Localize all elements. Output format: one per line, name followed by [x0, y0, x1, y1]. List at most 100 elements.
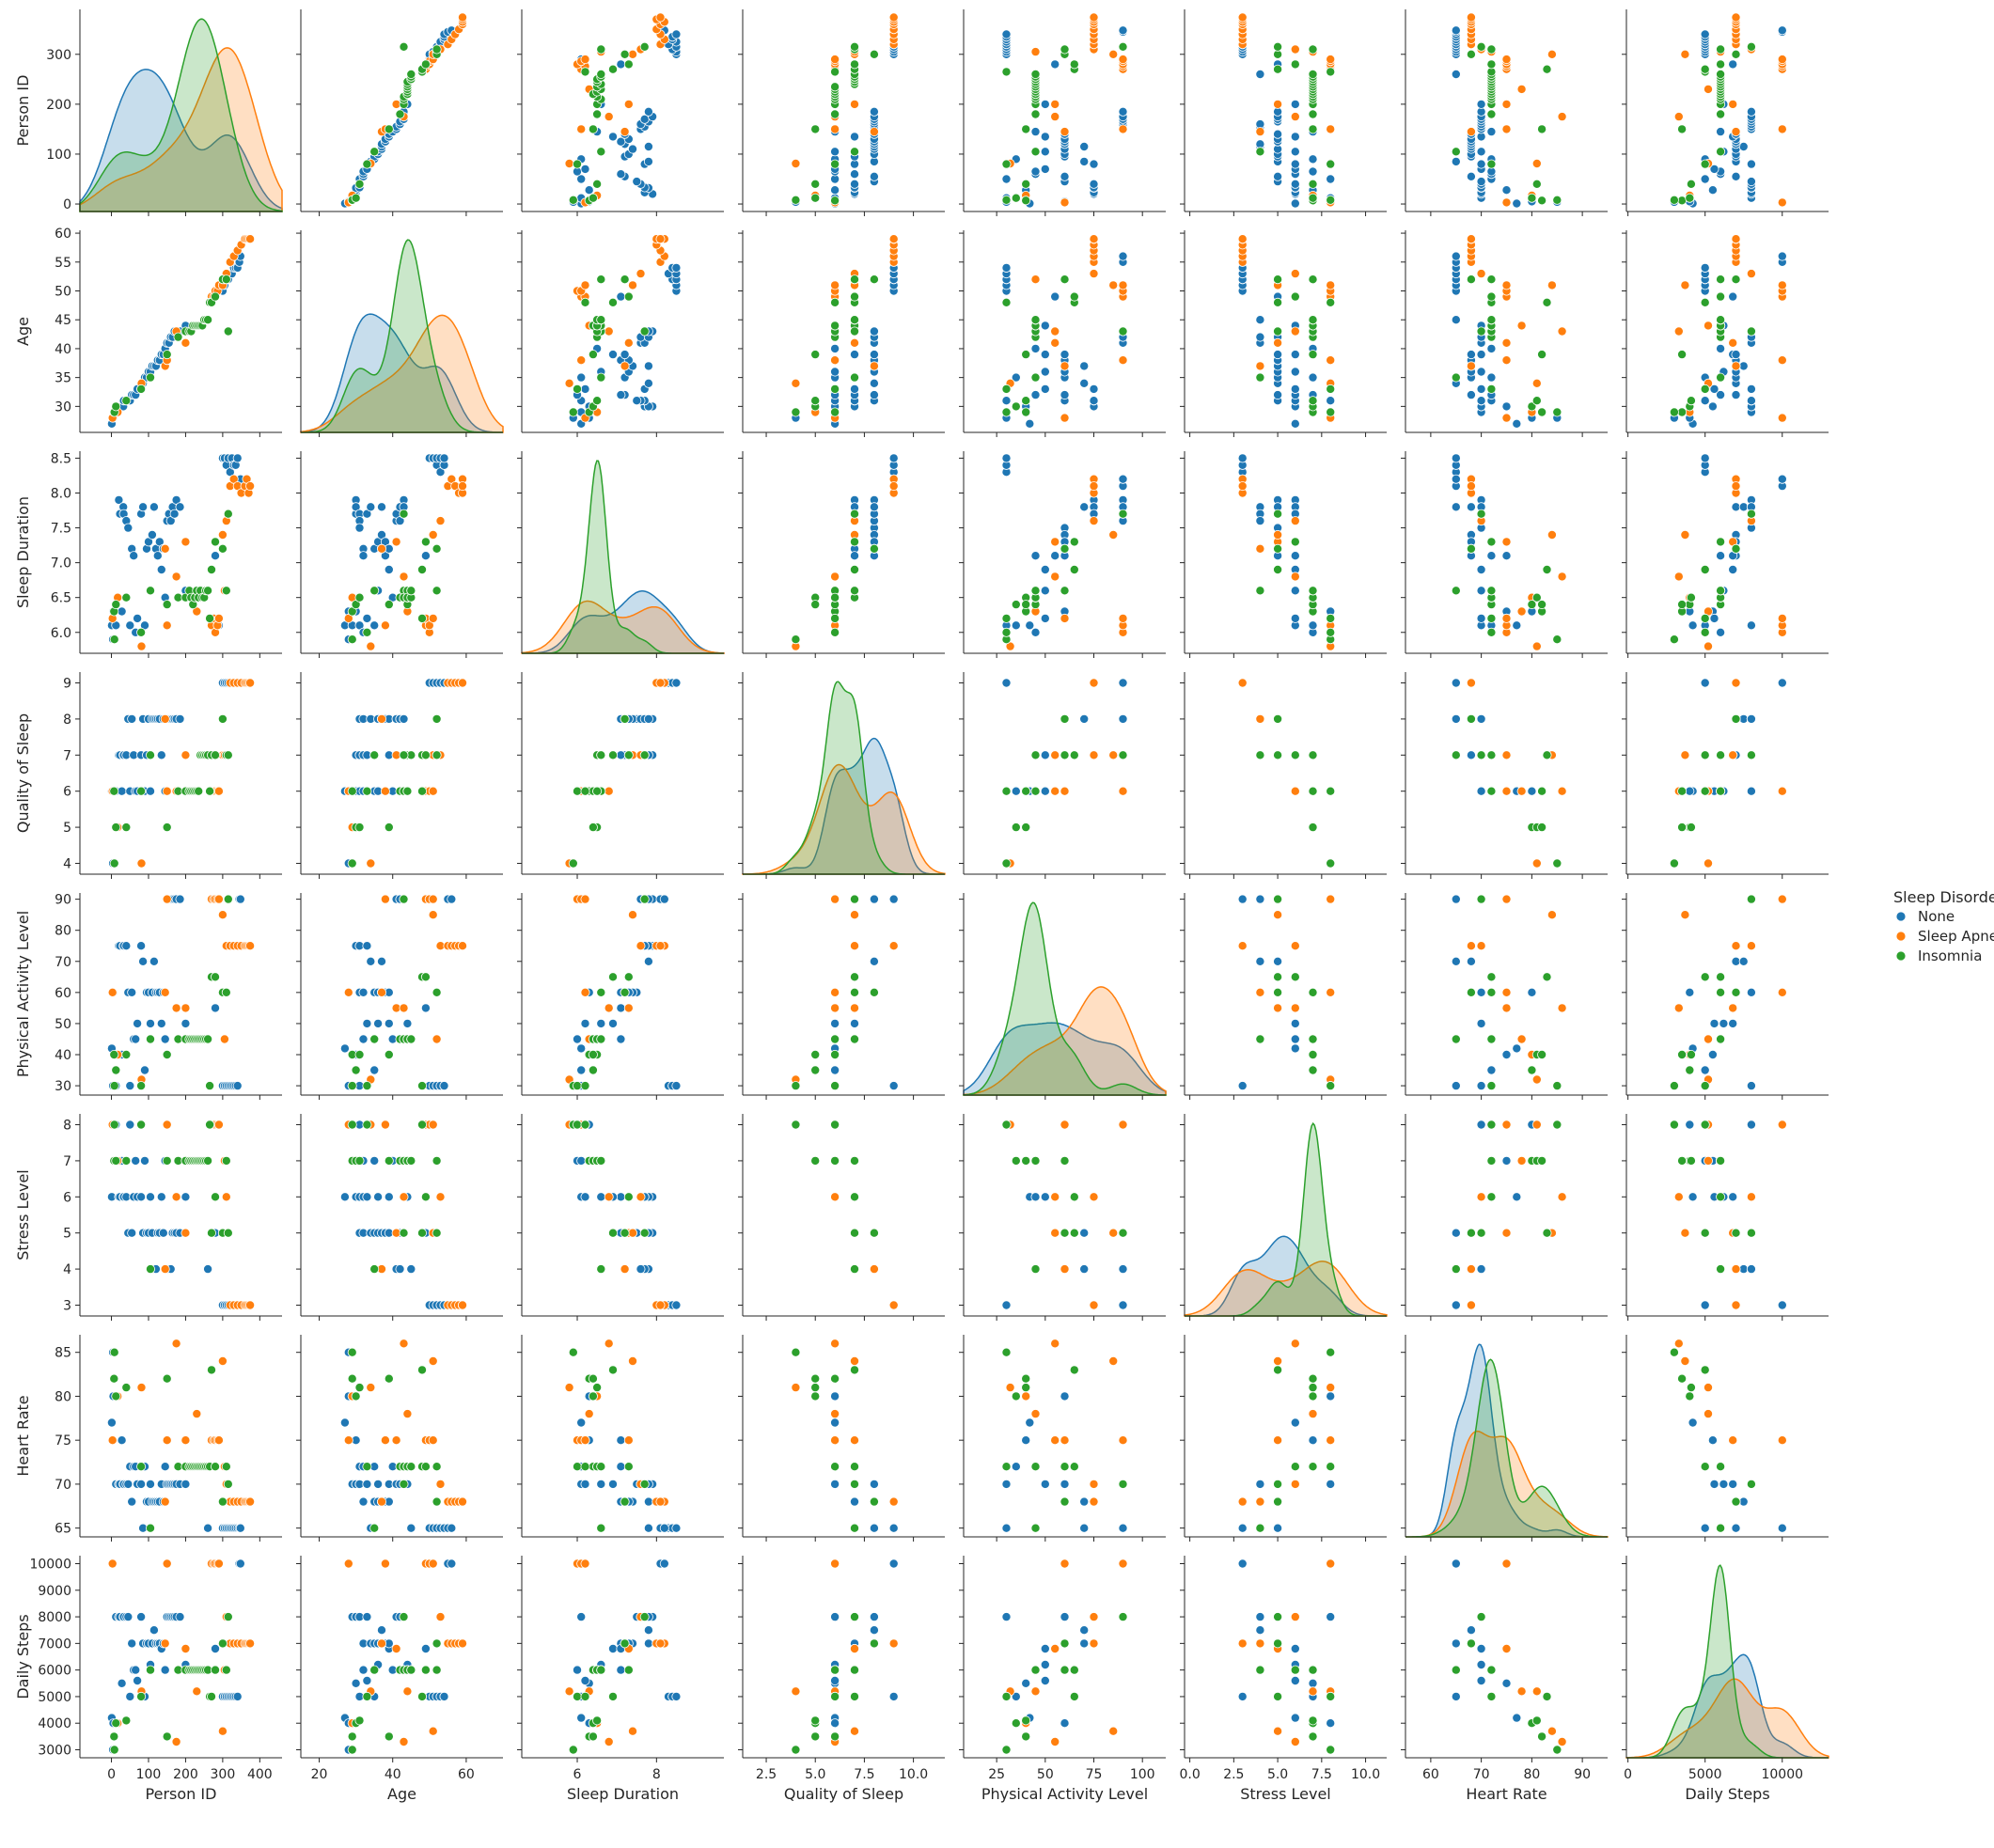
point-sleep-apnea: [1728, 750, 1738, 760]
point-insomnia: [623, 1192, 634, 1202]
point-none: [1308, 372, 1318, 383]
point-none: [1451, 678, 1461, 688]
point-none: [616, 59, 626, 70]
point-insomnia: [1451, 1264, 1461, 1275]
point-insomnia: [1466, 1228, 1476, 1238]
point-none: [1476, 786, 1486, 796]
point-none: [616, 1003, 626, 1013]
point-insomnia: [1677, 196, 1688, 206]
point-sleep-apnea: [1237, 678, 1248, 688]
point-sleep-apnea: [604, 326, 614, 337]
panel-physical-activity-level-vs-person-id: 30 40 50 60 70 80 90 Physical Activity Level: [14, 893, 282, 1100]
point-none: [362, 941, 372, 951]
y-tick-label: 40: [55, 1048, 71, 1063]
point-insomnia: [1716, 972, 1726, 982]
point-sleep-apnea: [217, 530, 228, 540]
point-insomnia: [596, 147, 606, 157]
point-sleep-apnea: [1108, 1228, 1119, 1238]
point-insomnia: [850, 291, 860, 302]
point-insomnia: [1537, 196, 1547, 206]
point-sleep-apnea: [221, 1192, 231, 1202]
point-sleep-apnea: [623, 1003, 634, 1013]
point-none: [354, 523, 365, 533]
point-none: [384, 1192, 394, 1202]
point-insomnia: [432, 1228, 442, 1238]
point-sleep-apnea: [428, 894, 438, 904]
point-insomnia: [369, 586, 380, 596]
panel-quality-of-sleep-vs-heart-rate: [1401, 672, 1608, 879]
point-insomnia: [1486, 786, 1497, 796]
point-insomnia: [623, 750, 634, 760]
point-none: [152, 551, 163, 561]
point-insomnia: [580, 297, 590, 307]
point-insomnia: [588, 193, 598, 203]
point-insomnia: [1118, 41, 1128, 52]
point-insomnia: [145, 586, 155, 596]
panel-quality-of-sleep-vs-stress-level: [1180, 672, 1387, 879]
point-none: [1273, 350, 1283, 360]
panel-age-vs-sleep-duration: [517, 230, 724, 437]
point-insomnia: [1011, 401, 1021, 412]
point-insomnia: [1273, 64, 1283, 74]
y-axis-label-person-id: Person ID: [14, 75, 32, 147]
point-insomnia: [1716, 537, 1726, 547]
point-insomnia: [1255, 372, 1265, 383]
point-none: [1501, 1050, 1512, 1060]
point-none: [1688, 620, 1698, 631]
point-insomnia: [623, 972, 634, 982]
point-insomnia: [1273, 274, 1283, 285]
point-insomnia: [362, 1120, 372, 1130]
point-sleep-apnea: [1531, 641, 1542, 651]
point-none: [830, 367, 840, 377]
point-none: [373, 1018, 384, 1028]
point-sleep-apnea: [1118, 280, 1128, 290]
point-sleep-apnea: [888, 941, 899, 951]
point-insomnia: [1716, 1264, 1726, 1275]
point-sleep-apnea: [1050, 99, 1060, 109]
point-insomnia: [1021, 396, 1031, 406]
point-none: [439, 453, 449, 463]
point-insomnia: [1746, 41, 1756, 52]
point-none: [373, 1192, 384, 1202]
point-sleep-apnea: [604, 1192, 614, 1202]
point-insomnia: [1716, 44, 1726, 55]
point-insomnia: [1537, 407, 1547, 417]
point-insomnia: [1308, 315, 1318, 325]
point-insomnia: [1677, 822, 1688, 833]
point-insomnia: [1030, 372, 1041, 383]
point-sleep-apnea: [1108, 530, 1119, 540]
point-none: [1040, 350, 1050, 360]
point-none: [1512, 418, 1522, 429]
point-insomnia: [1486, 274, 1497, 285]
point-none: [1451, 1228, 1461, 1238]
panel-age-vs-stress-level: [1180, 230, 1387, 437]
point-sleep-apnea: [1255, 127, 1265, 137]
point-none: [358, 1034, 369, 1044]
point-sleep-apnea: [1466, 678, 1476, 688]
point-insomnia: [1716, 987, 1726, 997]
point-insomnia: [596, 70, 606, 80]
point-none: [1746, 396, 1756, 406]
point-insomnia: [416, 565, 427, 575]
point-sleep-apnea: [171, 572, 181, 582]
point-none: [399, 713, 409, 724]
point-sleep-apnea: [1501, 894, 1512, 904]
point-insomnia: [1716, 147, 1726, 157]
point-none: [1685, 987, 1695, 997]
point-none: [1728, 1192, 1738, 1202]
point-insomnia: [205, 786, 215, 796]
y-tick-label: 7: [63, 1154, 71, 1169]
point-none: [608, 350, 619, 360]
point-sleep-apnea: [604, 1003, 614, 1013]
point-insomnia: [620, 987, 630, 997]
point-sleep-apnea: [1731, 12, 1741, 23]
point-none: [127, 1228, 137, 1238]
point-insomnia: [1486, 972, 1497, 982]
point-insomnia: [406, 1155, 416, 1166]
point-sleep-apnea: [1089, 516, 1099, 526]
point-none: [1290, 147, 1300, 157]
point-none: [1476, 99, 1486, 109]
point-sleep-apnea: [1777, 55, 1787, 65]
point-sleep-apnea: [1089, 750, 1099, 760]
y-tick-label: 60: [55, 227, 71, 242]
